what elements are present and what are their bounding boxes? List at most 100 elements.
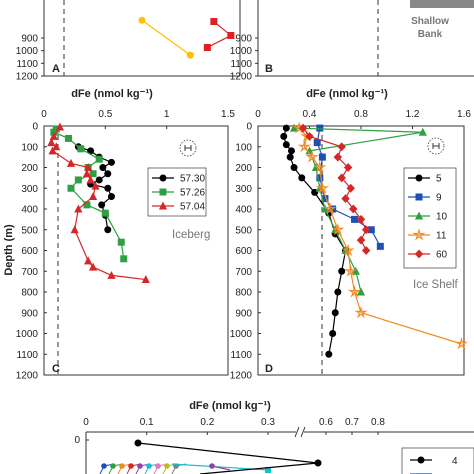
data-point-9-0 (316, 124, 324, 132)
panel-e-xtick-label: 0 (83, 417, 89, 428)
data-point-57.04-10 (88, 192, 98, 201)
panel-d-ytick-label: 1000 (230, 329, 253, 340)
data-point-57.26-11 (117, 238, 125, 246)
data-point-60-8 (349, 204, 358, 214)
panel-c-ytick-label: 600 (21, 246, 38, 257)
data-point-4-0 (134, 439, 142, 447)
panel-e-xtick-label: 0.7 (345, 417, 359, 428)
data-point-57.04-7 (82, 169, 92, 178)
data-point-57.04-1 (49, 131, 58, 140)
data-point-5-1 (280, 132, 288, 140)
data-point-a1-1 (227, 31, 235, 39)
panel-e-xtick-label: 0.3 (261, 417, 275, 428)
data-point-57.26-6 (89, 170, 97, 178)
panel-c-ytick-label: 900 (21, 308, 38, 319)
panel-c-ytick-label: 400 (21, 205, 38, 216)
data-point-60-9 (356, 214, 366, 224)
panel-c-ytick-label: 500 (21, 225, 38, 236)
data-point-11-3 (305, 150, 319, 163)
series-line-11 (298, 127, 462, 345)
data-point-60-5 (337, 173, 346, 183)
panel-d-ytick-label: 700 (235, 267, 252, 278)
panel-e-xtick-label: 0.8 (371, 417, 385, 428)
data-point-57.04-13 (84, 256, 93, 265)
data-point-9-3 (316, 174, 324, 182)
data-point-9-2 (318, 153, 326, 161)
panel-d-ytick-label: 0 (246, 122, 252, 133)
panel-d-ytick-label: 800 (235, 288, 252, 299)
data-point-57.26-8 (67, 184, 75, 192)
data-point-60-11 (356, 235, 366, 245)
panel-c-legend-marker-57.30 (159, 174, 167, 182)
panel-d-ytick-label: 200 (235, 163, 252, 174)
panel-d-ytick-label: 500 (235, 225, 252, 236)
data-point-5-15 (325, 350, 333, 358)
panel-e-ytick-label: 0 (74, 435, 80, 446)
panel-d-xtick-label: 0 (255, 109, 261, 120)
panel-a-ytick-label: 1000 (16, 46, 39, 57)
panel-e-xtick-label: 0.2 (200, 417, 214, 428)
panel-c-xtick-label: 0 (41, 109, 47, 120)
panel-d-legend-label-11: 11 (436, 231, 447, 242)
panel-a-label: A (52, 63, 60, 75)
axis-break-1 (294, 426, 300, 438)
y-axis-title: Depth (m) (3, 224, 15, 276)
series-line-5 (283, 127, 347, 355)
data-point-10-9 (356, 287, 366, 296)
panel-c-legend-label-57.04: 57.04 (180, 202, 205, 213)
data-point-57.04-2 (47, 138, 56, 147)
panel-d-xtick-label: 0.4 (303, 109, 317, 120)
data-point-5-3 (287, 147, 295, 155)
data-point-5-0 (282, 124, 290, 132)
panel-e-legend-label-4: 4 (452, 456, 458, 467)
data-point-60-10 (361, 225, 371, 235)
data-point-57.30-6 (95, 176, 103, 184)
data-point-57.04-4 (48, 146, 57, 155)
data-point-a0-1 (186, 51, 194, 59)
panel-d-xtick-label: 0.8 (354, 109, 368, 120)
panel-d-xlabel: dFe (nmol kg⁻¹) (306, 88, 388, 100)
data-point-57.26-3 (77, 145, 85, 153)
panel-e-profile-point-6 (155, 463, 161, 469)
panel-e-purple-point (209, 463, 215, 469)
data-point-57.30-9 (107, 193, 115, 201)
panel-e-profile-point-1 (110, 463, 116, 469)
panel-c-ytick-label: 1100 (16, 350, 38, 361)
data-point-57.04-8 (86, 175, 95, 184)
panel-d-legend-label-5: 5 (436, 174, 442, 185)
data-point-57.04-16 (141, 275, 150, 284)
panel-d-ytick-label: 100 (235, 142, 252, 153)
panel-e-xtick-label: 0.1 (140, 417, 154, 428)
panel-e-cyan-point (265, 467, 271, 473)
panel-c-ytick-label: 200 (21, 163, 38, 174)
panel-e-xtick-label: 0.6 (319, 417, 333, 428)
annotation-iceberg: Iceberg (172, 229, 210, 241)
data-point-57.30-4 (99, 164, 107, 172)
panel-d: dFe (nmol kg⁻¹) 0 0.4 0.8 1.2 1.6 0 100 200 300 4… (230, 88, 472, 382)
panel-c-ytick-label: 1000 (16, 329, 39, 340)
data-point-a1-0 (210, 18, 218, 26)
data-point-57.30-8 (104, 184, 112, 192)
panel-c-xtick-label: 1 (164, 109, 170, 120)
panel-d-legend-label-60: 60 (436, 250, 448, 261)
panel-c-legend-label-57.26: 57.26 (180, 188, 205, 199)
panel-c-label: C (52, 363, 60, 375)
data-point-57.30-10 (98, 201, 106, 209)
panel-c-legend-marker-57.04 (158, 201, 168, 210)
panel-d-legend-marker-11 (412, 228, 426, 241)
panel-b-ytick-label: 1100 (230, 59, 252, 70)
panel-d-ytick-label: 1100 (230, 350, 252, 361)
data-point-5-11 (338, 267, 346, 275)
data-point-60-1 (305, 131, 314, 141)
panel-d-xtick-label: 1.2 (406, 109, 420, 120)
annotation-shallow: Shallow (411, 16, 449, 27)
data-point-60-0 (298, 123, 308, 133)
data-point-57.04-12 (70, 225, 79, 234)
panel-d-scale-icon (427, 137, 445, 155)
data-point-5-2 (282, 141, 290, 149)
data-point-60-2 (337, 142, 346, 152)
data-point-57.26-7 (74, 176, 82, 184)
panel-c-ytick-label: 700 (21, 267, 38, 278)
data-point-5-5 (290, 164, 298, 172)
